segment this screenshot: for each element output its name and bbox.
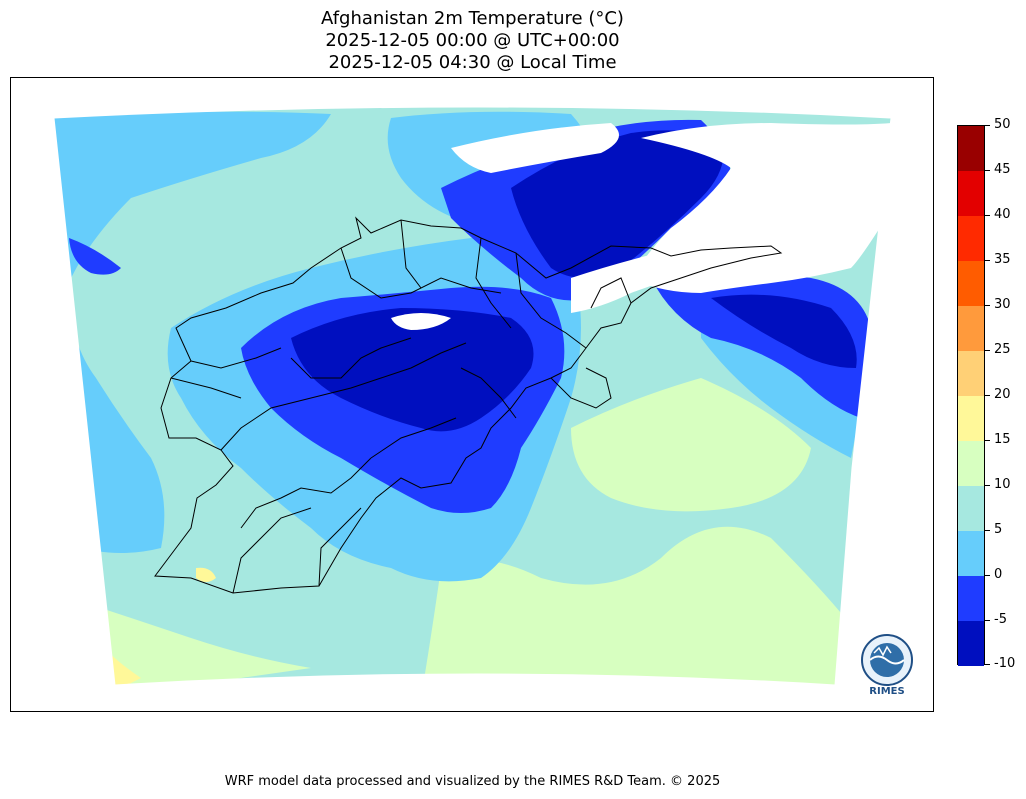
colorbar-label-5: 5 [994,522,1003,537]
colorbar-tick-0 [985,575,990,576]
colorbar-tick-minus5 [985,620,990,621]
colorbar-tick-5 [985,530,990,531]
colorbar-band-5-10 [958,486,984,531]
colorbar-band-30-35 [958,261,984,306]
colorbar-band-45-50 [958,126,984,171]
colorbar-tick-15 [985,440,990,441]
footer-credit: WRF model data processed and visualized … [224,774,721,789]
colorbar-band-25-30 [958,306,984,351]
title-line-1: Afghanistan 2m Temperature (°C) [321,8,624,29]
colorbar-tick-20 [985,395,990,396]
domain-border [53,106,892,686]
colorbar-band-0-5 [958,531,984,576]
colorbar-tick-50 [985,125,990,126]
title-line-2: 2025-12-05 00:00 @ UTC+00:00 [325,30,620,51]
colorbar-band-minus5-0 [958,576,984,621]
contour-minus5-0-core [291,308,534,432]
colorbar-tick-35 [985,260,990,261]
colorbar-label-45: 45 [994,162,1011,177]
contour-below-minus10-north [451,123,619,173]
contour-5-10-northwest [54,111,331,553]
colorbar-band-35-40 [958,216,984,261]
contour-10-15-south [421,526,861,685]
map-panel [10,77,934,712]
map-title: Afghanistan 2m Temperature (°C) 2025-12-… [10,8,935,74]
colorbar-tick-minus10 [985,664,990,665]
colorbar [957,125,985,666]
colorbar-label-30: 30 [994,297,1011,312]
colorbar-label-50: 50 [994,117,1011,132]
colorbar-label-10: 10 [994,477,1011,492]
colorbar-tick-30 [985,305,990,306]
colorbar-band-minus10-minus5 [958,621,984,666]
colorbar-label-25: 25 [994,342,1011,357]
rimes-logo-graphic [861,634,913,686]
colorbar-band-20-25 [958,351,984,396]
contour-minus5-0-north [511,130,724,278]
colorbar-label-0: 0 [994,567,1003,582]
contour-10-15-east [571,378,811,512]
colorbar-label-15: 15 [994,432,1011,447]
title-line-3: 2025-12-05 04:30 @ Local Time [328,52,617,73]
colorbar-tick-25 [985,350,990,351]
contour-below-minus10-pocket [391,313,451,330]
contour-0-5-west [69,238,121,275]
afghanistan-provinces [154,216,783,594]
colorbar-label-35: 35 [994,252,1011,267]
rimes-logo-label: RIMES [869,686,905,697]
colorbar-tick-45 [985,170,990,171]
rimes-logo-icon: RIMES [856,633,918,699]
colorbar-tick-40 [985,215,990,216]
contour-minus5-0-east [711,294,857,368]
colorbar-label-20: 20 [994,387,1011,402]
contour-below-minus10-ridge [571,241,781,313]
colorbar-label-minus5: -5 [994,612,1007,627]
colorbar-band-15-20 [958,396,984,441]
colorbar-label-minus10: -10 [994,656,1016,671]
contour-15-20-small [196,567,216,582]
colorbar-label-40: 40 [994,207,1011,222]
colorbar-tick-10 [985,485,990,486]
colorbar-band-40-45 [958,171,984,216]
colorbar-band-10-15 [958,441,984,486]
temperature-map [53,106,892,686]
